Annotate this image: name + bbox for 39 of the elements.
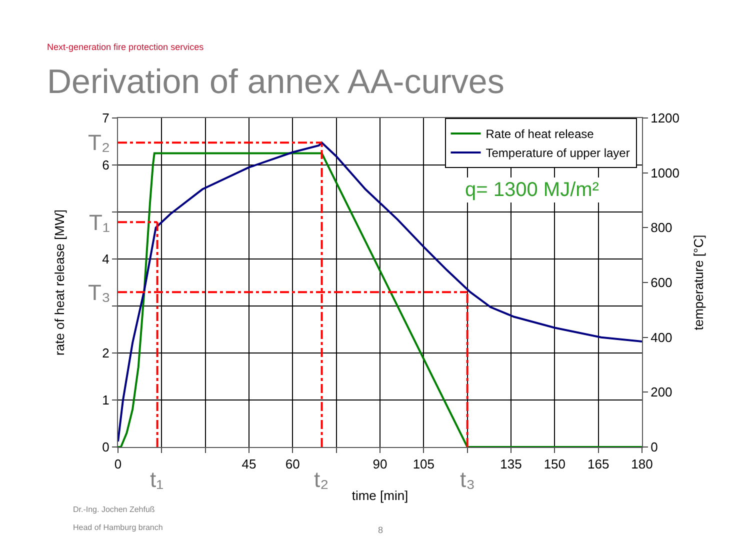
ref-line-label: t₃ bbox=[460, 467, 476, 492]
y2-tick-label: 1000 bbox=[650, 165, 680, 180]
x-tick-label: 150 bbox=[544, 456, 566, 472]
ref-line-label: T₃ bbox=[88, 280, 110, 305]
y-axis-title: rate of heat release [MW] bbox=[52, 210, 68, 356]
y2-axis-title: temperature [°C] bbox=[691, 234, 706, 330]
chart-title: Derivation of annex AA-curves bbox=[47, 63, 504, 101]
y-tick-label: 4 bbox=[102, 252, 110, 267]
annotation: q= 1300 MJ/m² bbox=[465, 179, 600, 201]
legend-label: Rate of heat release bbox=[486, 127, 594, 142]
x-tick-label: 105 bbox=[412, 456, 435, 472]
chart-subtitle: Next-generation fire protection services bbox=[47, 42, 204, 52]
y2-tick-label: 400 bbox=[650, 330, 672, 345]
y2-tick-label: 0 bbox=[650, 440, 658, 455]
y2-tick-label: 600 bbox=[650, 275, 672, 290]
text: Head of Hamburg branch bbox=[73, 523, 163, 532]
x-axis-title: time [min] bbox=[352, 488, 408, 504]
y-tick-label: 7 bbox=[102, 110, 110, 126]
x-tick-label: 90 bbox=[372, 456, 388, 472]
y2-tick-label: 1200 bbox=[650, 110, 680, 126]
x-tick-label: 0 bbox=[114, 456, 122, 472]
x-tick-label: 180 bbox=[631, 456, 653, 472]
y2-tick-label: 200 bbox=[650, 384, 672, 400]
text: 8 bbox=[378, 525, 384, 535]
text: Dr.-Ing. Jochen Zehfuß bbox=[73, 505, 155, 514]
ref-line-label: T₁ bbox=[89, 210, 110, 235]
x-tick-label: 60 bbox=[285, 456, 300, 472]
x-tick-label: 165 bbox=[587, 456, 610, 472]
y-tick-label: 1 bbox=[102, 392, 110, 408]
x-tick-label: 135 bbox=[500, 456, 522, 472]
ref-line-label: T₂ bbox=[88, 130, 110, 155]
ref-line-label: t₁ bbox=[150, 467, 164, 492]
y-tick-label: 0 bbox=[102, 440, 110, 455]
x-tick-label: 45 bbox=[242, 456, 256, 472]
y-tick-label: 2 bbox=[102, 346, 110, 361]
ref-line-label: t₂ bbox=[314, 467, 329, 492]
legend-label: Temperature of upper layer bbox=[486, 146, 630, 160]
y-tick-label: 6 bbox=[102, 158, 110, 173]
y2-tick-label: 800 bbox=[650, 220, 672, 236]
